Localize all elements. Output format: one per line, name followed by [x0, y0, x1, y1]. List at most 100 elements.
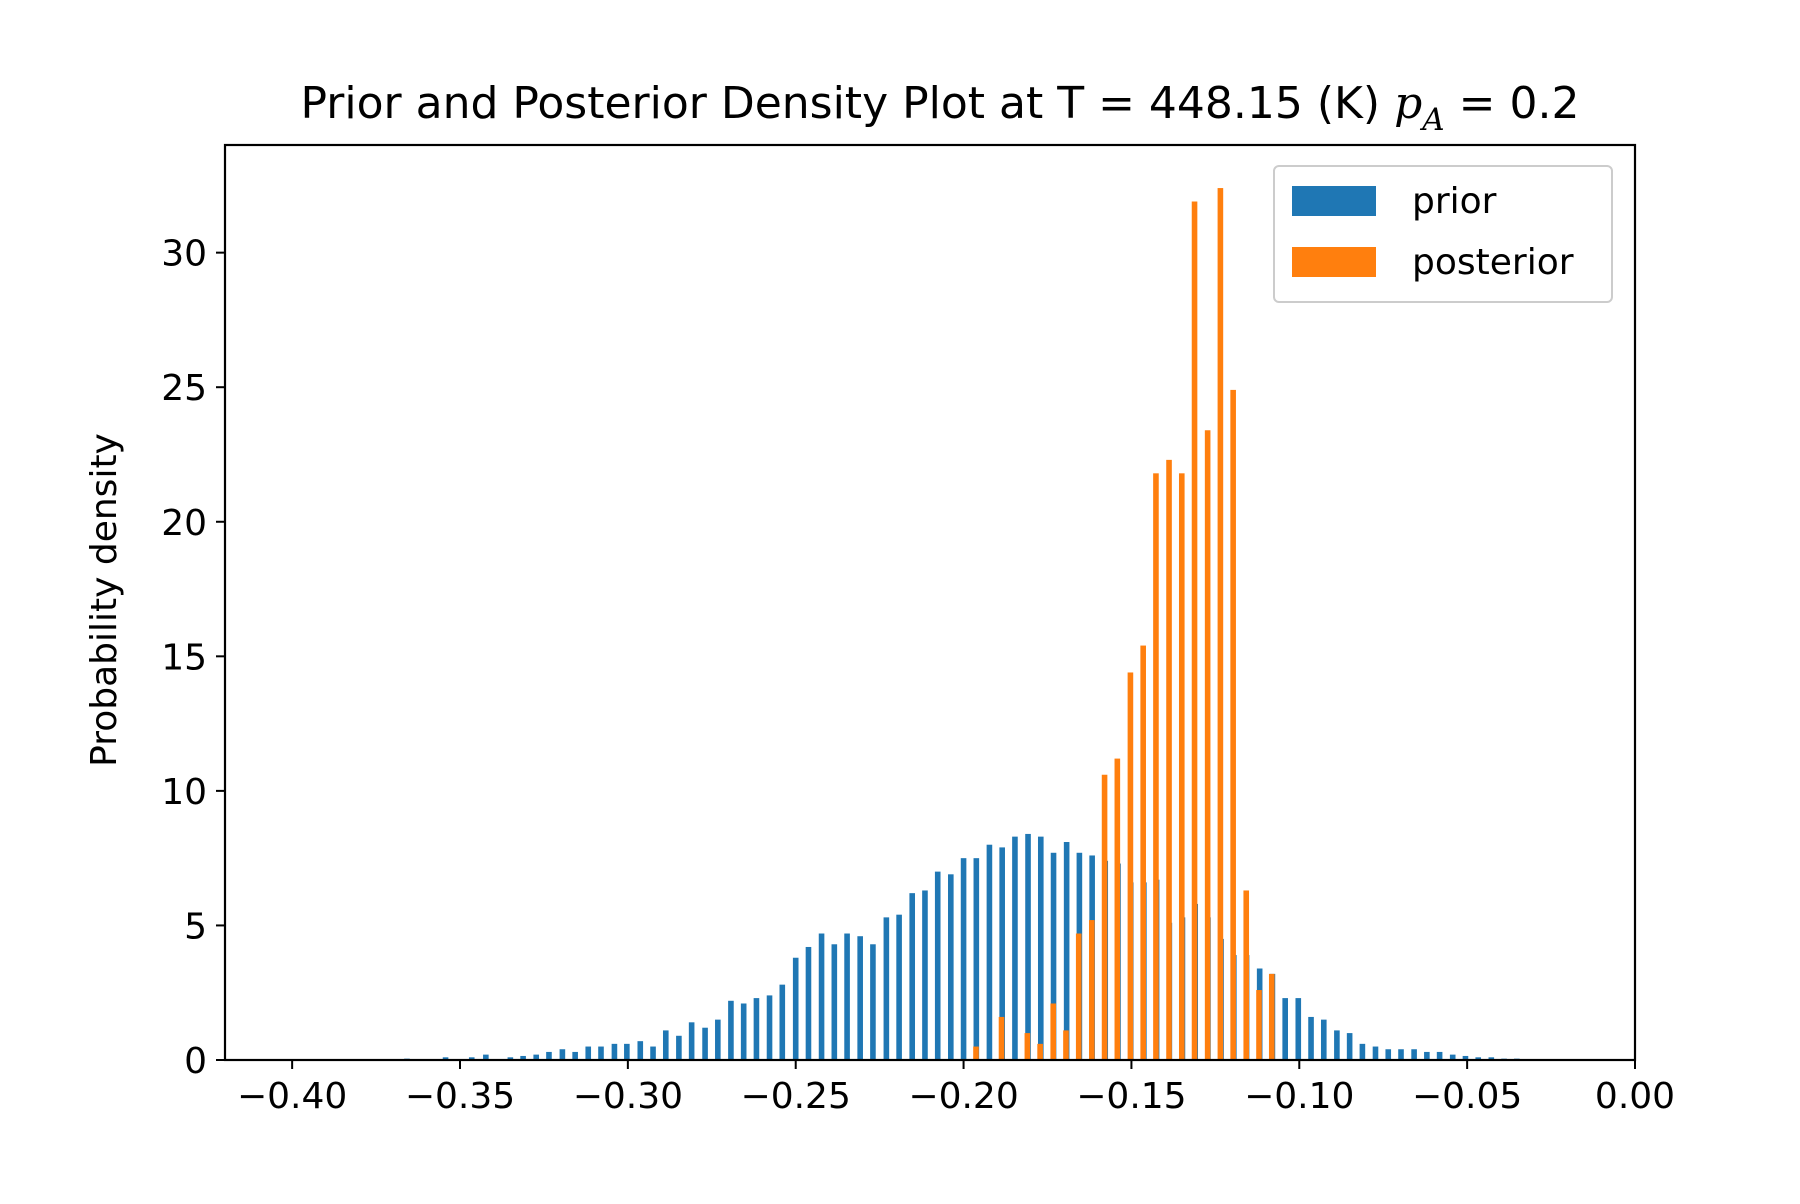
bar-prior: [1424, 1051, 1430, 1060]
y-tick-label: 5: [184, 906, 207, 947]
bar-prior: [1308, 1016, 1314, 1060]
bar-posterior: [973, 1046, 979, 1060]
x-tick-label: −0.40: [237, 1076, 347, 1117]
y-tick-label: 15: [161, 637, 207, 678]
x-tick-label: −0.30: [573, 1076, 683, 1117]
bar-prior: [831, 944, 838, 1060]
bar-posterior: [1024, 1033, 1031, 1060]
bar-prior: [1449, 1054, 1456, 1060]
y-tick-label: 10: [161, 772, 207, 813]
legend: prior posterior: [1273, 165, 1613, 303]
y-tick-label: 30: [161, 234, 207, 275]
title-math-var: p: [1394, 78, 1422, 129]
bar-prior: [792, 957, 799, 1060]
bar-prior: [520, 1055, 526, 1060]
y-axis-ticks: 0 5 10 15 20 25 30: [161, 234, 225, 1082]
x-axis-ticks: −0.40 −0.35 −0.30 −0.25 −0.20 −0.15 −0.10 −0.05…: [237, 1060, 1675, 1117]
bar-posterior: [1089, 920, 1095, 1060]
bar-prior: [650, 1046, 656, 1060]
bar-prior: [896, 914, 902, 1060]
bar-posterior: [1075, 933, 1082, 1060]
y-tick-label: 20: [161, 503, 207, 544]
bar-prior: [779, 984, 786, 1060]
bar-prior: [572, 1051, 578, 1060]
bar-prior: [753, 998, 760, 1060]
bar-prior: [844, 933, 850, 1060]
bar-posterior: [1178, 473, 1185, 1060]
bar-prior: [559, 1049, 566, 1060]
bar-prior: [1385, 1049, 1392, 1060]
bar-prior: [1436, 1051, 1443, 1060]
legend-label-posterior: posterior: [1412, 242, 1574, 283]
bar-prior: [1037, 836, 1044, 1060]
bar-prior: [1050, 852, 1057, 1060]
bar-prior: [948, 874, 954, 1060]
bar-prior: [1346, 1033, 1353, 1060]
x-tick-label: −0.15: [1076, 1076, 1186, 1117]
bar-prior: [585, 1046, 592, 1060]
bar-prior: [507, 1057, 514, 1060]
bar-posterior: [1153, 473, 1159, 1060]
bar-prior: [728, 1000, 734, 1060]
bar-posterior: [1050, 1003, 1057, 1060]
x-tick-label: −0.10: [1244, 1076, 1354, 1117]
bar-prior: [1063, 842, 1070, 1060]
bar-prior: [1475, 1057, 1482, 1060]
legend-label-prior: prior: [1412, 181, 1497, 222]
bar-prior: [442, 1057, 449, 1060]
bar-prior: [740, 1003, 747, 1060]
bar-prior: [1282, 998, 1288, 1060]
y-tick-label: 0: [184, 1041, 207, 1082]
legend-swatch-posterior: [1292, 247, 1376, 277]
bar-prior: [1462, 1055, 1469, 1060]
bar-posterior: [1256, 990, 1262, 1060]
bar-prior: [715, 1019, 721, 1060]
x-tick-label: 0.00: [1595, 1076, 1675, 1117]
bar-prior: [546, 1051, 552, 1060]
bar-prior: [818, 933, 825, 1060]
bar-prior: [676, 1035, 682, 1060]
bar-posterior: [1268, 973, 1275, 1060]
bar-prior: [702, 1027, 708, 1060]
y-axis-label: Probability density: [84, 433, 125, 767]
bar-prior: [986, 844, 993, 1060]
bar-prior: [1488, 1057, 1495, 1060]
bar-posterior: [1127, 672, 1134, 1060]
bar-posterior: [1191, 201, 1198, 1060]
bar-prior: [1372, 1046, 1379, 1060]
bar-prior: [1398, 1049, 1404, 1060]
bar-prior: [1295, 998, 1302, 1060]
x-tick-label: −0.20: [908, 1076, 1018, 1117]
title-math-sub: A: [1419, 102, 1444, 138]
title-math-value: = 0.2: [1459, 78, 1580, 129]
bar-posterior: [1230, 389, 1236, 1060]
bar-prior: [805, 946, 812, 1060]
x-tick-label: −0.25: [741, 1076, 851, 1117]
bar-posterior: [1243, 890, 1250, 1060]
bar-prior: [483, 1054, 489, 1060]
bar-prior: [468, 1057, 475, 1060]
bar-posterior: [1063, 1030, 1069, 1060]
bar-posterior: [1037, 1043, 1043, 1060]
bar-posterior: [1166, 459, 1172, 1060]
bar-prior: [883, 917, 890, 1060]
bar-prior: [999, 847, 1005, 1060]
bar-prior: [1334, 1030, 1340, 1060]
bar-prior: [766, 995, 773, 1060]
bar-posterior: [998, 1016, 1005, 1060]
bar-posterior: [1101, 774, 1108, 1060]
bar-posterior: [1140, 645, 1146, 1060]
x-tick-label: −0.05: [1412, 1076, 1522, 1117]
bar-prior: [922, 890, 928, 1060]
bars-layer: [404, 188, 1520, 1060]
bar-posterior: [1217, 188, 1224, 1060]
bar-prior: [1012, 836, 1018, 1060]
bar-prior: [1411, 1049, 1417, 1060]
x-tick-label: −0.35: [405, 1076, 515, 1117]
bar-posterior: [1114, 758, 1121, 1060]
bar-prior: [688, 1022, 695, 1060]
bar-prior: [1359, 1043, 1366, 1060]
legend-swatch-prior: [1292, 186, 1376, 216]
